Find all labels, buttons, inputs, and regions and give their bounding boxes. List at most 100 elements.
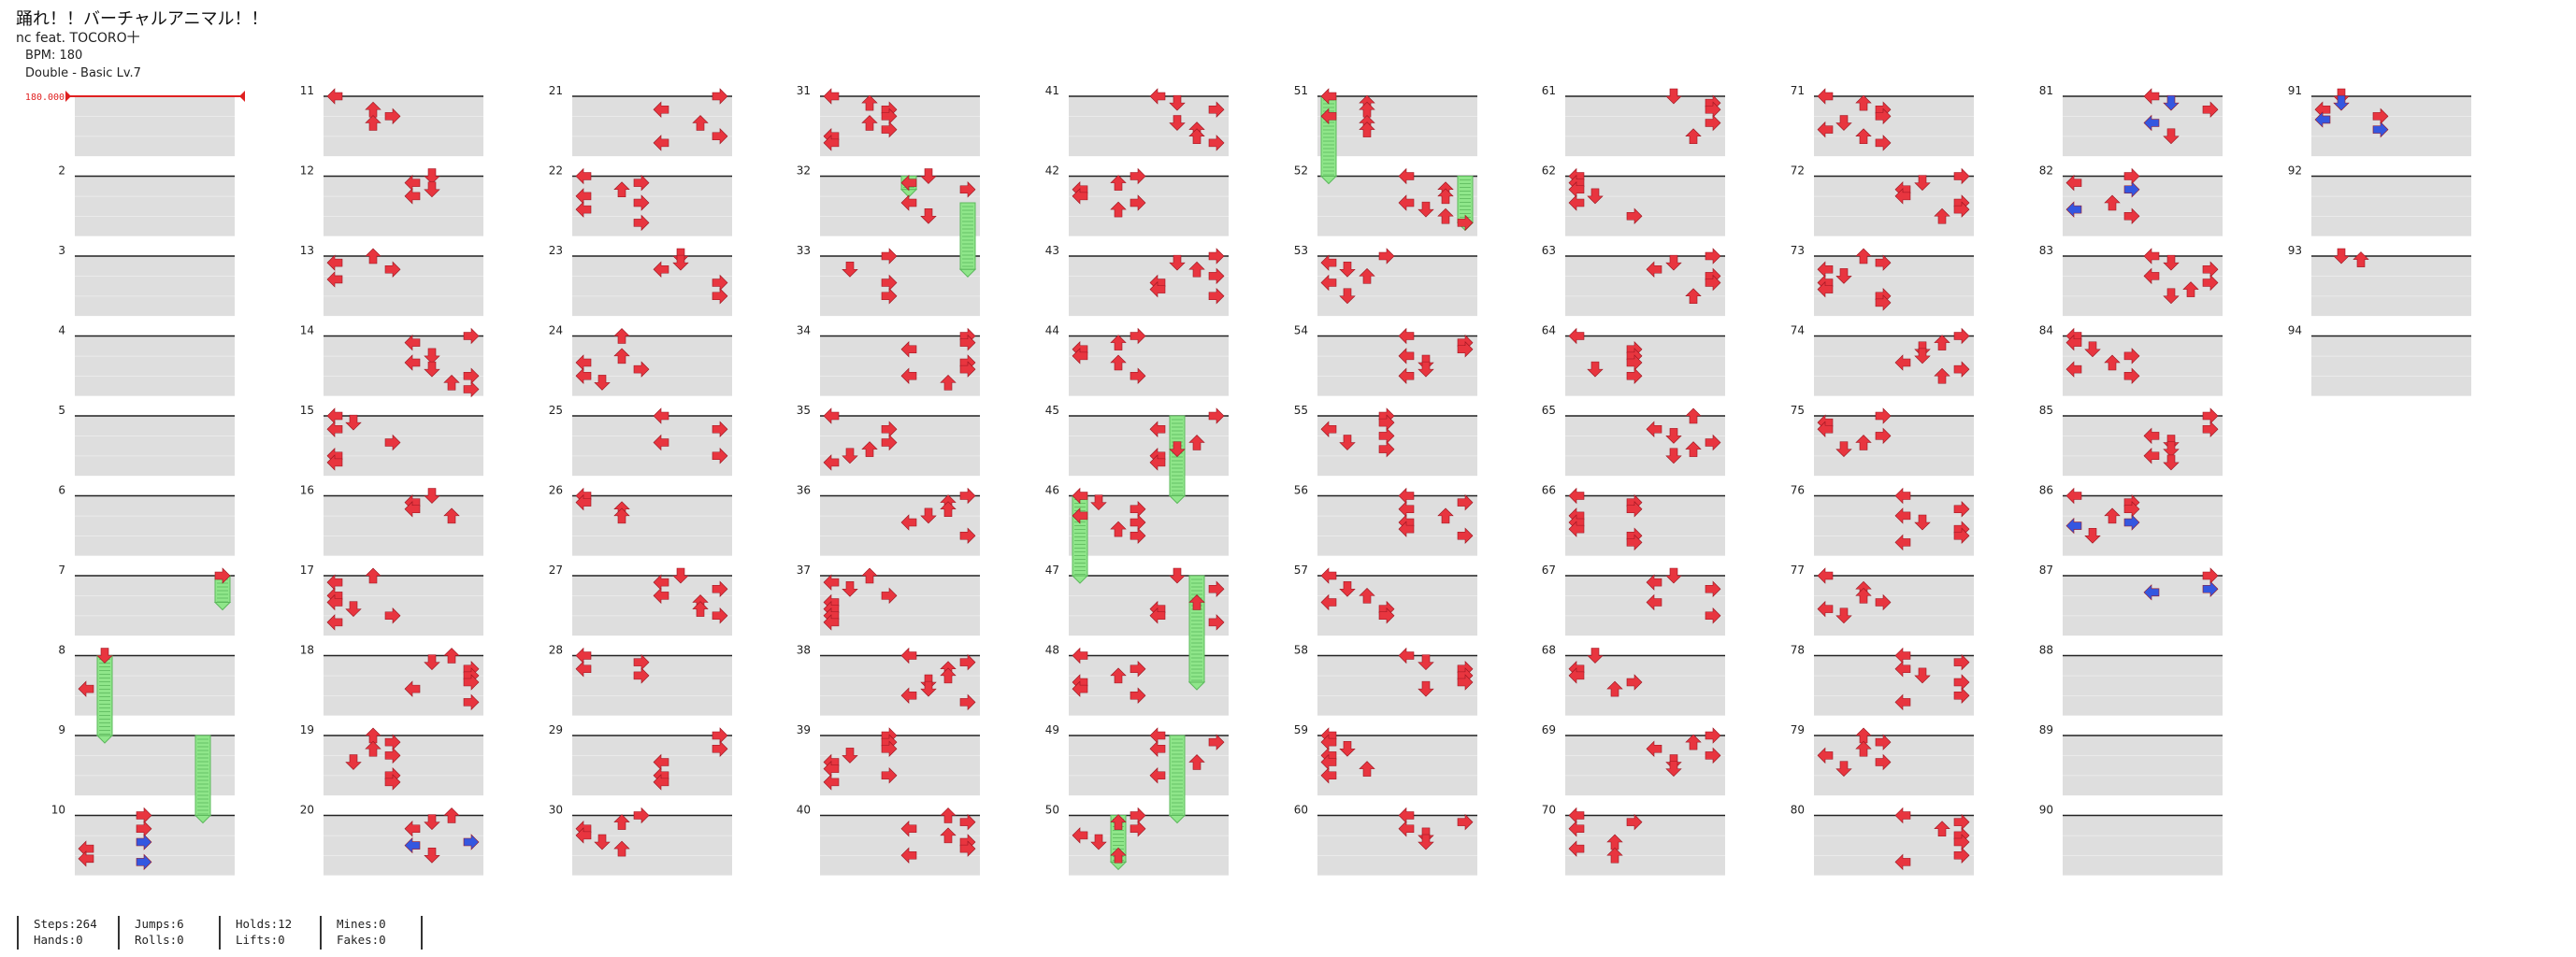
arrow-right-icon [1130,367,1146,384]
beat-band [820,296,980,317]
arrow-left-icon [1894,354,1911,371]
measure-number: 42 [1045,164,1059,178]
measure-number: 75 [1791,404,1805,417]
beat-band [2063,216,2223,236]
arrow-right-icon [633,807,650,824]
measure-number: 68 [1542,644,1556,657]
stat-value: Rolls:0 [135,933,184,947]
measure-number: 20 [300,804,314,817]
arrow-up-icon [1110,521,1127,537]
beat-band [1814,196,1974,217]
beat-band [820,436,980,456]
arrow-up-icon [1110,201,1127,218]
beat-band [75,516,235,536]
measure-number: 50 [1045,804,1059,817]
beat-band [1814,815,1974,836]
arrow-right-icon [1953,327,1970,345]
beat-band [1317,336,1477,356]
arrow-down-icon [1665,88,1682,105]
beat-band [324,695,483,716]
beat-band [1069,196,1229,217]
beat-band [2311,136,2471,157]
beat-band [324,376,483,396]
arrow-right-icon [1705,274,1721,292]
beat-band [1565,616,1725,636]
measure-number: 6 [58,484,65,497]
measure-number: 64 [1542,324,1556,337]
arrow-up-icon [861,115,878,131]
hold-body [1169,735,1186,816]
arrow-left-icon [653,101,669,118]
beat-band [75,376,235,396]
measure-number: 78 [1791,644,1805,657]
arrow-left-icon [653,407,669,424]
arrow-up-icon [1110,847,1127,864]
measure-number: 72 [1791,164,1805,178]
beat-band [1814,256,1974,277]
measure-number: 46 [1045,484,1059,497]
arrow-right-icon [712,448,728,464]
arrow-right-icon [1875,107,1892,125]
beat-band [2063,776,2223,796]
beat-band [324,96,483,117]
measure-number: 94 [2288,324,2302,337]
arrow-right-icon [1208,135,1225,151]
beat-band [1317,376,1477,396]
arrow-right-icon [1875,294,1892,311]
beat-band [820,256,980,277]
beat-band [1814,356,1974,377]
arrow-right-icon [1875,135,1892,151]
arrow-left-icon [1646,574,1662,591]
arrow-left-icon [404,188,421,205]
beat-band [2063,676,2223,696]
beat-band [2063,296,2223,317]
arrow-left-icon [823,614,840,631]
arrow-right-icon [1953,687,1970,704]
beat-band [1814,456,1974,477]
measure-number: 63 [1542,244,1556,257]
beat-band [324,855,483,876]
beat-band [324,755,483,776]
arrow-down-icon [1339,580,1356,597]
hold-tail [1168,495,1187,505]
arrow-up-icon [1606,847,1623,864]
beat-band [820,376,980,396]
measure-number: 39 [797,723,811,736]
arrow-right-icon [2123,514,2140,531]
arrow-down-icon [1914,667,1931,684]
hold-note [213,575,232,611]
arrow-left-icon [575,493,592,511]
arrow-right-icon [1208,288,1225,305]
beat-band [820,356,980,377]
arrow-left-icon [1072,507,1088,524]
measure-number: 44 [1045,324,1059,337]
arrow-right-icon [1130,194,1146,211]
beat-band [1565,755,1725,776]
measure-number: 22 [549,164,563,178]
beat-band [1069,376,1229,396]
measure-number: 5 [58,404,65,417]
beat-band [1814,296,1974,317]
arrow-up-icon [1359,587,1375,604]
song-header: 踊れ！！バーチャルアニマル！！ nc feat. TOCORO十 BPM: 18… [16,9,267,82]
beat-band [1565,376,1725,396]
arrow-up-icon [1359,761,1375,777]
beat-band [820,855,980,876]
arrow-up-icon [365,740,381,757]
arrow-up-icon [940,827,957,844]
beat-band [1069,776,1229,796]
beat-band [1814,536,1974,556]
beat-band [572,595,732,616]
beat-band [572,736,732,756]
arrow-right-icon [1626,207,1643,224]
arrow-down-icon [424,488,440,504]
arrow-left-icon [2143,584,2160,601]
beat-band [572,256,732,277]
measure-number: 7 [58,564,65,577]
beat-band [324,516,483,536]
beat-band [1565,536,1725,556]
beat-band [324,576,483,596]
beat-band [820,776,980,796]
arrow-right-icon [881,767,898,784]
arrow-up-icon [861,441,878,457]
